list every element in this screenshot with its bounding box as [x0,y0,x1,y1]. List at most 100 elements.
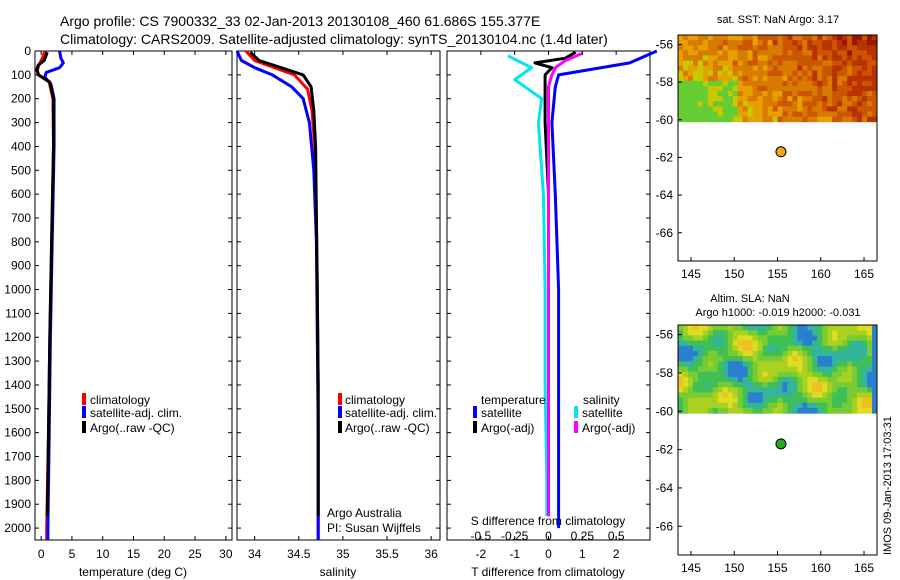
heatmap-cell [702,371,709,378]
heatmap-cell [777,96,783,102]
heatmap-cell [727,60,734,67]
heatmap-cell [867,60,873,67]
heatmap-cell [707,45,714,51]
heatmap-cell [697,387,704,393]
heatmap-cell [732,356,739,362]
heatmap-cell [727,397,734,404]
heatmap-cell [752,111,759,118]
heatmap-cell [817,96,823,102]
heatmap-cell [732,345,739,352]
heatmap-cell [847,371,853,378]
heatmap-cell [867,387,873,393]
heatmap-cell [812,65,818,72]
heatmap-cell [797,60,803,67]
map-y-tick-label: -62 [656,443,674,457]
heatmap-cell [802,340,808,347]
map-x-tick-label: 155 [767,561,787,575]
heatmap-cell [752,75,759,82]
heatmap-cell [837,60,843,67]
heatmap-cell [852,70,858,77]
heatmap-cell [817,340,823,347]
heatmap-cell [747,60,754,67]
heatmap-cell [732,335,739,342]
heatmap-cell [827,387,833,393]
heatmap-cell [747,356,754,362]
heatmap-cell [692,101,699,107]
heatmap-cell [862,101,868,107]
series-line-satellite [235,50,320,540]
heatmap-cell [712,371,719,378]
heatmap-cell [827,75,833,82]
heatmap-cell [678,96,684,102]
heatmap-cell [852,65,858,72]
heatmap-cell [737,60,744,67]
heatmap-cell [797,40,803,46]
heatmap-cell [717,356,724,362]
heatmap-cell [787,111,793,118]
heatmap-cell [822,111,828,118]
heatmap-cell [767,376,774,383]
heatmap-cell [852,91,858,97]
heatmap-cell [827,335,833,342]
heatmap-cell [697,376,704,383]
heatmap-cell [687,101,694,107]
heatmap-cell [862,50,868,56]
heatmap-cell [757,402,764,409]
heatmap-cell [692,345,699,352]
heatmap-cell [852,60,858,67]
heatmap-cell [707,101,714,107]
heatmap-cell [772,335,778,342]
heatmap-cell [712,350,719,357]
heatmap-cell [722,350,729,357]
heatmap-cell [862,366,868,373]
heatmap-cell [837,397,843,404]
heatmap-cell [742,340,749,347]
heatmap-cell [712,45,719,51]
heatmap-cell [777,402,783,409]
heatmap-cell [722,376,729,383]
heatmap-cell [737,335,744,342]
heatmap-cell [817,345,823,352]
heatmap-cell [678,85,684,92]
heatmap-cell [742,402,749,409]
heatmap-cell [687,60,694,67]
heatmap-cell [852,106,858,112]
heatmap-cell [872,40,878,46]
heatmap-cell [872,376,878,383]
heatmap-cell [862,75,868,82]
heatmap-cell [742,101,749,107]
heatmap-cell [782,116,788,123]
difference-top-xlabel: S difference from climatology [471,514,626,528]
heatmap-cell [787,106,793,112]
heatmap-cell [852,356,858,362]
heatmap-cell [797,50,803,56]
heatmap-cell [717,392,724,399]
heatmap-cell [682,91,689,97]
heatmap-cell [737,407,744,414]
heatmap-cell [867,350,873,357]
heatmap-cell [737,45,744,51]
heatmap-cell [678,366,684,373]
heatmap-cell [857,45,863,51]
heatmap-cell [757,387,764,393]
heatmap-cell [727,45,734,51]
heatmap-cell [702,106,709,112]
heatmap-cell [792,361,798,367]
heatmap-cell [687,330,694,336]
x-tick-label: -1 [509,547,520,561]
heatmap-cell [762,60,769,67]
heatmap-cell [737,397,744,404]
heatmap-cell [817,85,823,92]
heatmap-cell [712,70,719,77]
heatmap-cell [827,116,833,123]
heatmap-cell [747,65,754,72]
heatmap-cell [832,85,838,92]
heatmap-cell [762,402,769,409]
heatmap-cell [702,392,709,399]
heatmap-cell [767,361,774,367]
heatmap-cell [717,116,724,123]
heatmap-cell [717,325,724,331]
heatmap-cell [697,111,704,118]
heatmap-cell [802,101,808,107]
heatmap-cell [702,85,709,92]
